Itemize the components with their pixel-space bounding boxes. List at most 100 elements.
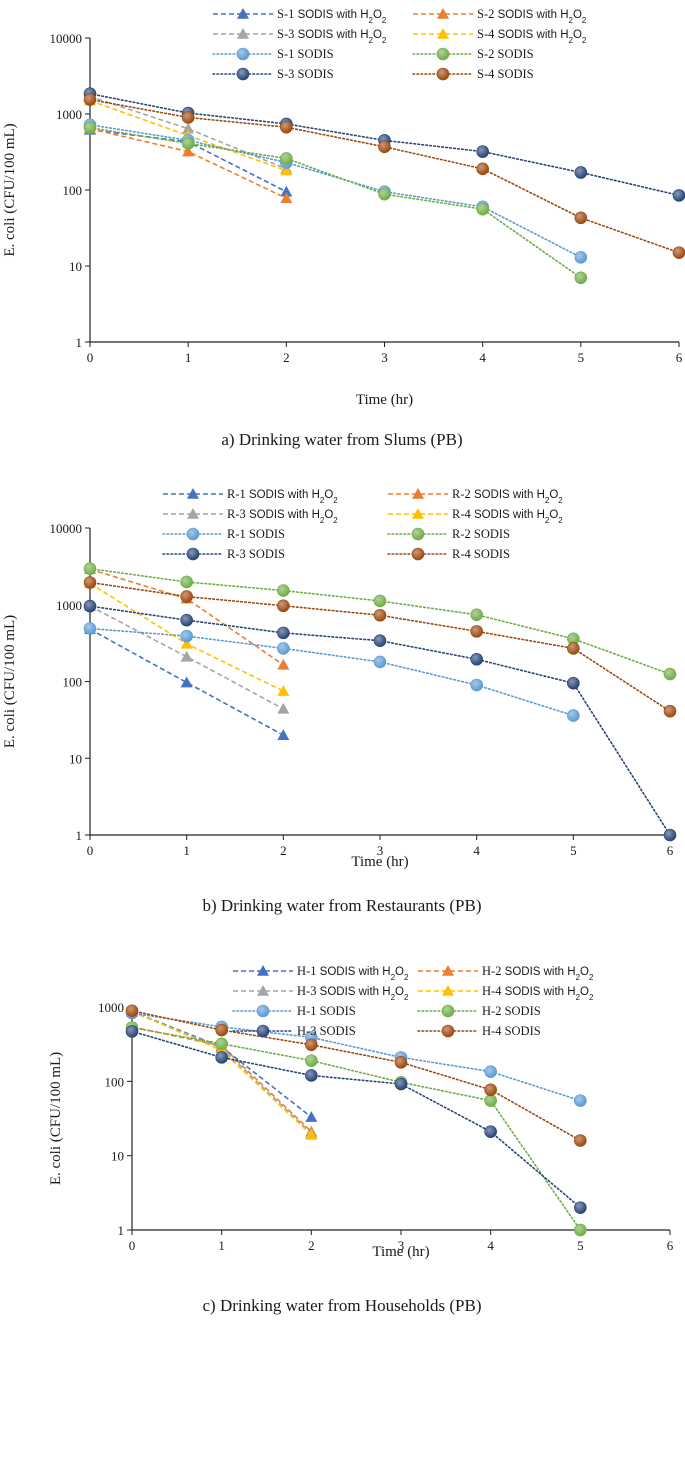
data-point (277, 584, 290, 597)
data-point (373, 655, 387, 669)
x-tick-label: 5 (578, 350, 585, 365)
x-tick-label: 2 (283, 350, 290, 365)
data-point (663, 828, 677, 842)
data-point (180, 613, 193, 627)
data-point (574, 1094, 587, 1107)
data-point (181, 137, 195, 150)
data-point (378, 187, 391, 201)
legend-label: S-4 SODIS with H2O2 (477, 27, 587, 45)
data-point (83, 121, 97, 135)
legend-swatch-marker (186, 527, 200, 541)
series-r-2-sodis (83, 562, 677, 681)
legend-label: S-2 SODIS with H2O2 (477, 7, 587, 25)
y-axis-title: E. coli (CFU/100 mL) (2, 123, 18, 256)
figure-caption: a) Drinking water from Slums (PB) (221, 430, 462, 449)
legend: H-1 SODIS with H2O2 H-2 SODIS with H2O2 H-… (232, 964, 594, 1038)
legend-swatch-marker (436, 47, 450, 61)
data-point (394, 1056, 408, 1069)
data-point (373, 608, 387, 622)
y-tick-label: 10 (69, 259, 82, 274)
x-tick-label: 6 (667, 843, 674, 858)
data-point (180, 650, 193, 662)
legend-label: R-4 SODIS (452, 547, 510, 561)
legend-label: S-4 SODIS (477, 67, 534, 81)
legend-item: H-3 SODIS with H2O2 (233, 984, 409, 1002)
y-tick-label: 1000 (56, 107, 82, 122)
legend-item: S-3 SODIS (212, 67, 334, 81)
data-point (83, 93, 97, 106)
data-point (476, 145, 489, 158)
data-point (125, 1025, 139, 1038)
legend-item: R-2 SODIS (387, 527, 510, 541)
legend-item: R-2 SODIS with H2O2 (388, 487, 563, 505)
legend-item: H-2 SODIS with H2O2 (418, 964, 594, 982)
series-s-1-sodis (83, 118, 588, 264)
legend-label: H-1 SODIS with H2O2 (297, 964, 409, 982)
series-h-4-sodis (125, 1004, 587, 1147)
legend-swatch-marker (441, 1024, 455, 1038)
legend-item: R-4 SODIS (387, 547, 510, 561)
legend-swatch-marker (237, 8, 249, 19)
x-tick-label: 3 (377, 843, 384, 858)
legend-item: S-4 SODIS with H2O2 (413, 27, 587, 45)
data-point (305, 1054, 318, 1067)
legend-swatch-marker (411, 527, 425, 541)
data-point (180, 676, 193, 688)
data-point (181, 111, 195, 124)
series-line (131, 1026, 582, 1231)
legend: R-1 SODIS with H2O2 R-2 SODIS with H2O2 R-… (162, 487, 563, 561)
series-line (131, 1009, 582, 1142)
legend-item: S-1 SODIS (212, 47, 334, 61)
x-axis-title: Time (hr) (356, 392, 413, 408)
series-s-2-sodis (83, 121, 588, 285)
data-point (663, 667, 677, 681)
legend-item: H-4 SODIS with H2O2 (418, 984, 594, 1002)
legend-swatch-marker (436, 67, 450, 81)
x-tick-label: 0 (87, 350, 94, 365)
series-h-1-sodis (125, 1006, 587, 1107)
data-point (277, 642, 290, 655)
series-line (89, 95, 287, 170)
data-point (484, 1065, 497, 1078)
data-point (567, 709, 580, 722)
data-point (305, 1038, 318, 1052)
data-point (484, 1125, 497, 1139)
legend-swatch-marker (187, 508, 199, 519)
legend: S-1 SODIS with H2O2 S-2 SODIS with H2O2 S-… (212, 7, 587, 81)
legend-item: S-2 SODIS with H2O2 (413, 7, 587, 25)
legend-swatch-marker (442, 985, 454, 996)
figure-caption: b) Drinking water from Restaurants (PB) (202, 896, 481, 915)
legend-label: R-3 SODIS (227, 547, 285, 561)
y-tick-label: 1 (76, 828, 83, 843)
legend-swatch-marker (441, 1004, 455, 1018)
series-line (89, 605, 284, 710)
legend-swatch-marker (187, 488, 199, 499)
data-point (476, 202, 489, 216)
legend-item: S-1 SODIS with H2O2 (213, 7, 387, 25)
data-point (476, 162, 489, 176)
y-tick-label: 100 (105, 1074, 125, 1089)
data-point (277, 658, 290, 670)
data-point (567, 676, 580, 690)
data-point (672, 189, 685, 202)
legend-label: R-4 SODIS with H2O2 (452, 507, 563, 525)
data-point (672, 246, 685, 259)
x-tick-label: 0 (87, 843, 94, 858)
x-tick-label: 6 (676, 350, 683, 365)
series-line (89, 124, 582, 259)
x-tick-label: 1 (218, 1238, 225, 1253)
legend-item: R-1 SODIS with H2O2 (163, 487, 338, 505)
data-point (280, 192, 293, 204)
legend-label: S-2 SODIS (477, 47, 534, 61)
series-line (89, 628, 284, 736)
series-r-3-sodis (83, 599, 677, 842)
series-line (89, 126, 582, 279)
x-axis-title: Time (hr) (372, 1244, 429, 1260)
data-point (277, 685, 290, 696)
legend-label: R-1 SODIS with H2O2 (227, 487, 338, 505)
x-tick-label: 3 (398, 1238, 405, 1253)
